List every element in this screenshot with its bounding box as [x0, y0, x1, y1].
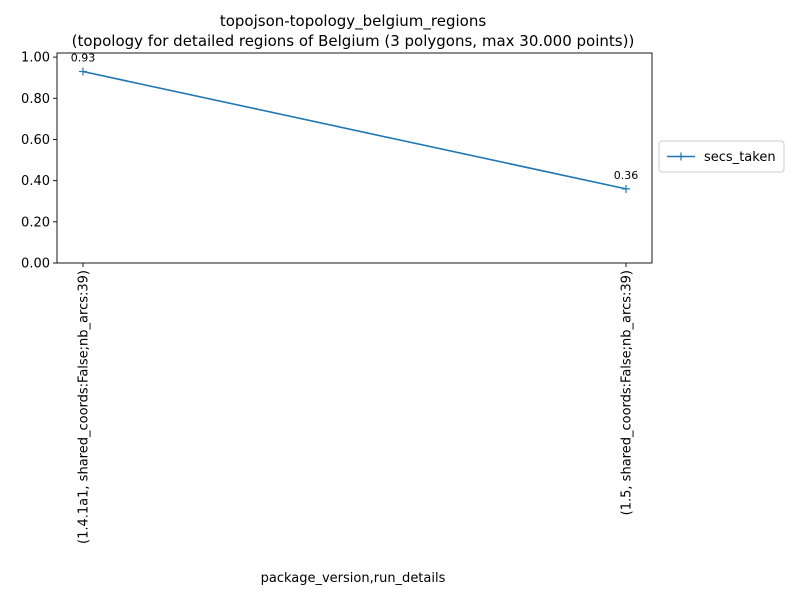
data-label: 0.36 — [614, 169, 639, 182]
series-line — [82, 70, 627, 190]
legend-label: secs_taken — [704, 150, 776, 165]
legend-box — [658, 140, 785, 173]
y-tick-label: 1.00 — [21, 51, 50, 66]
data-point — [622, 184, 630, 193]
plot-area: 0.00 0.20 0.40 0.60 0.80 1.00 (1.4.1a1, shared… — [21, 51, 653, 544]
x-tick-label: (1.5, shared_coords:False;nb_arcs:39) — [620, 270, 635, 515]
plot-frame — [56, 52, 653, 264]
legend: secs_taken — [658, 140, 785, 173]
x-axis-label: package_version,run_details — [261, 571, 446, 586]
data-point — [79, 67, 87, 76]
y-tick-label: 0.60 — [21, 133, 50, 148]
data-label: 0.93 — [71, 52, 96, 65]
x-tick-label: (1.4.1a1, shared_coords:False;nb_arcs:39… — [77, 270, 92, 544]
y-tick-label: 0.40 — [21, 174, 50, 189]
chart-subtitle: (topology for detailed regions of Belgiu… — [72, 32, 635, 50]
y-tick-label: 0.80 — [21, 92, 50, 107]
y-tick-label: 0.00 — [21, 257, 50, 272]
chart-title: topojson-topology_belgium_regions — [220, 12, 487, 31]
y-tick-label: 0.20 — [21, 215, 50, 230]
